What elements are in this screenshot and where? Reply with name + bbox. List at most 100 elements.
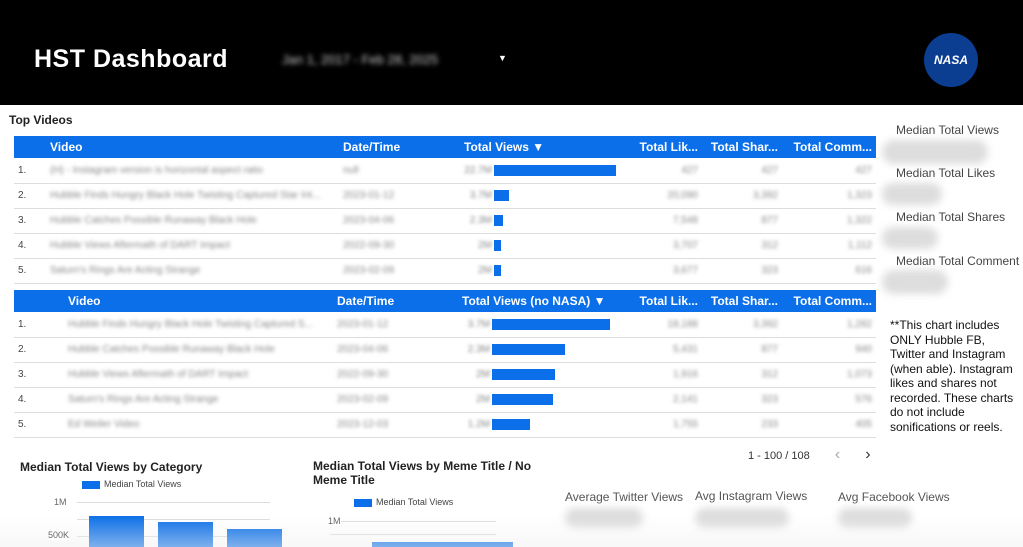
row-number: 1. bbox=[14, 158, 46, 184]
row-number: 3. bbox=[14, 362, 64, 388]
likes-cell: 5,431 bbox=[628, 337, 702, 363]
views-bar bbox=[494, 189, 509, 201]
column-header[interactable]: Total Views ▼ bbox=[460, 136, 632, 158]
date-range-picker[interactable]: Jan 1, 2017 - Feb 28, 2025 bbox=[282, 52, 439, 67]
shares-cell: 312 bbox=[702, 233, 782, 259]
column-header[interactable]: Total Comm... bbox=[782, 290, 876, 312]
chart-legend: Median Total Views bbox=[354, 497, 453, 507]
views-bar bbox=[494, 214, 503, 226]
row-number: 5. bbox=[14, 258, 46, 284]
kpi-avg-facebook: Avg Facebook Views bbox=[838, 490, 950, 504]
likes-cell: 18,188 bbox=[628, 312, 702, 338]
top-videos-table: Video Date/Time Total Views ▼ Total Lik... T… bbox=[14, 136, 876, 284]
column-header[interactable]: Total Lik... bbox=[632, 136, 702, 158]
comments-cell: 1,073 bbox=[782, 362, 876, 388]
chart-note: **This chart includes ONLY Hubble FB, Tw… bbox=[890, 318, 1014, 434]
date-cell: 2023-04-06 bbox=[333, 337, 458, 363]
date-cell: 2023-12-03 bbox=[333, 412, 458, 438]
table-header: Video Date/Time Total Views ▼ Total Lik... T… bbox=[14, 136, 876, 158]
table-row[interactable]: 3. Hubble Catches Possible Runaway Black … bbox=[14, 208, 876, 234]
table-row[interactable]: 1. (H) - Instagram version is horizontal … bbox=[14, 158, 876, 184]
table-row[interactable]: 4. Saturn's Rings Are Acting Strange 2023-… bbox=[14, 387, 876, 413]
table-row[interactable]: 2. Hubble Finds Hungry Black Hole Twistin… bbox=[14, 183, 876, 209]
kpi-avg-instagram: Avg Instagram Views bbox=[695, 489, 808, 503]
comments-cell: 1,322 bbox=[782, 208, 876, 234]
date-cell: 2023-02-09 bbox=[339, 258, 460, 284]
shares-cell: 323 bbox=[702, 258, 782, 284]
table-row[interactable]: 1. Hubble Finds Hungry Black Hole Twistin… bbox=[14, 312, 876, 338]
likes-cell: 427 bbox=[632, 158, 702, 184]
likes-cell: 3,707 bbox=[632, 233, 702, 259]
views-cell: 2M bbox=[460, 233, 632, 259]
video-title[interactable]: Hubble Catches Possible Runaway Black Ho… bbox=[46, 208, 339, 234]
y-tick: 1M bbox=[328, 516, 341, 526]
pagination: 1 - 100 / 108 ‹ › bbox=[748, 446, 871, 464]
header: HST Dashboard Jan 1, 2017 - Feb 28, 2025… bbox=[0, 0, 1023, 105]
likes-cell: 7,548 bbox=[632, 208, 702, 234]
column-header[interactable]: Total Views (no NASA) ▼ bbox=[458, 290, 628, 312]
video-title[interactable]: Hubble Catches Possible Runaway Black Ho… bbox=[64, 337, 333, 363]
shares-cell: 312 bbox=[702, 362, 782, 388]
comments-cell: 1,112 bbox=[782, 233, 876, 259]
kpi-avg-twitter: Average Twitter Views bbox=[565, 490, 684, 504]
video-title[interactable]: (H) - Instagram version is horizontal as… bbox=[46, 158, 339, 184]
column-header[interactable]: Total Shar... bbox=[702, 290, 782, 312]
table-row[interactable]: 3. Hubble Views Aftermath of DART Impact 2… bbox=[14, 362, 876, 388]
row-number: 4. bbox=[14, 233, 46, 259]
video-title[interactable]: Saturn's Rings Are Acting Strange bbox=[46, 258, 339, 284]
next-page-button[interactable]: › bbox=[865, 446, 871, 463]
views-bar bbox=[494, 264, 501, 276]
chart-title-meme: Median Total Views by Meme Title / No Me… bbox=[313, 459, 532, 487]
views-bar bbox=[492, 418, 530, 430]
views-bar bbox=[494, 239, 501, 251]
top-videos-no-nasa-table: Video Date/Time Total Views (no NASA) ▼ Tot… bbox=[14, 290, 876, 438]
column-header[interactable]: Total Shar... bbox=[702, 136, 782, 158]
column-header[interactable]: Total Lik... bbox=[628, 290, 702, 312]
prev-page-button[interactable]: ‹ bbox=[834, 446, 841, 463]
kpi-median-shares: Median Total Shares bbox=[896, 210, 1006, 224]
table-row[interactable]: 2. Hubble Catches Possible Runaway Black … bbox=[14, 337, 876, 363]
views-cell: 3.7M bbox=[460, 183, 632, 209]
likes-cell: 1,755 bbox=[628, 412, 702, 438]
views-bar bbox=[492, 318, 610, 330]
dashboard-title: HST Dashboard bbox=[34, 45, 229, 73]
date-cell: 2023-01-12 bbox=[339, 183, 460, 209]
date-cell: 2023-01-12 bbox=[333, 312, 458, 338]
comments-cell: 940 bbox=[782, 337, 876, 363]
views-cell: 22.7M bbox=[460, 158, 632, 184]
video-title[interactable]: Hubble Views Aftermath of DART Impact bbox=[64, 362, 333, 388]
comments-cell: 1,323 bbox=[782, 183, 876, 209]
date-cell: 2022-09-30 bbox=[333, 362, 458, 388]
column-header[interactable]: Video bbox=[46, 136, 339, 158]
table-row[interactable]: 4. Hubble Views Aftermath of DART Impact 2… bbox=[14, 233, 876, 259]
video-title[interactable]: Hubble Views Aftermath of DART Impact bbox=[46, 233, 339, 259]
views-bar bbox=[492, 343, 565, 355]
kpi-median-views: Median Total Views bbox=[896, 123, 999, 137]
chart-bar bbox=[158, 522, 213, 547]
row-number: 1. bbox=[14, 312, 64, 338]
column-header[interactable]: Date/Time bbox=[333, 290, 458, 312]
chart-title-category: Median Total Views by Category bbox=[20, 460, 203, 474]
column-header[interactable]: Total Comm... bbox=[782, 136, 876, 158]
chevron-down-icon[interactable]: ▼ bbox=[498, 53, 507, 63]
views-cell: 2M bbox=[458, 362, 628, 388]
video-title[interactable]: Saturn's Rings Are Acting Strange bbox=[64, 387, 333, 413]
shares-cell: 233 bbox=[702, 412, 782, 438]
shares-cell: 877 bbox=[702, 337, 782, 363]
views-cell: 2.3M bbox=[460, 208, 632, 234]
views-cell: 2M bbox=[460, 258, 632, 284]
video-title[interactable]: Ed Weiler Video bbox=[64, 412, 333, 438]
column-header[interactable]: Video bbox=[64, 290, 333, 312]
views-cell: 2.3M bbox=[458, 337, 628, 363]
table-row[interactable]: 5. Ed Weiler Video 2023-12-03 1.2M 1,755 233 4… bbox=[14, 412, 876, 438]
shares-cell: 427 bbox=[702, 158, 782, 184]
column-header[interactable]: Date/Time bbox=[339, 136, 460, 158]
video-title[interactable]: Hubble Finds Hungry Black Hole Twisting … bbox=[46, 183, 339, 209]
row-number: 5. bbox=[14, 412, 64, 438]
date-cell: null bbox=[339, 158, 460, 184]
chart-legend: Median Total Views bbox=[82, 479, 181, 489]
section-title: Top Videos bbox=[9, 113, 73, 127]
video-title[interactable]: Hubble Finds Hungry Black Hole Twisting … bbox=[64, 312, 333, 338]
page-range: 1 - 100 / 108 bbox=[748, 450, 810, 462]
table-row[interactable]: 5. Saturn's Rings Are Acting Strange 2023-… bbox=[14, 258, 876, 284]
